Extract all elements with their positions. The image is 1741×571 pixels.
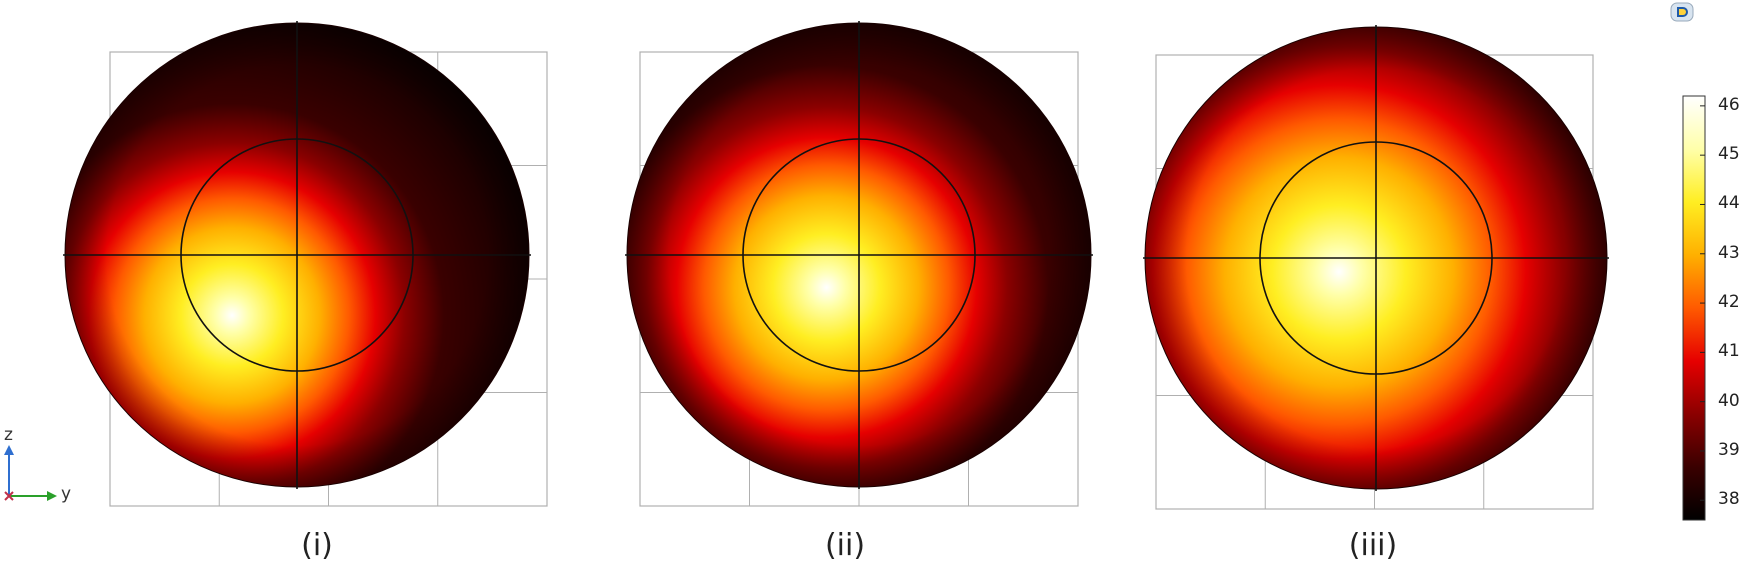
- colorbar-tick-label: 42: [1718, 292, 1740, 313]
- panel-label-iii: (iii): [1348, 528, 1398, 563]
- colorbar-tick-label: 41: [1718, 341, 1740, 362]
- colorbar: [1682, 95, 1706, 521]
- heatmap-panel-2: [625, 21, 1093, 507]
- colorbar-tick-label: 38: [1718, 489, 1740, 510]
- y-axis-label: y: [61, 484, 72, 504]
- colorbar-tick-label: 39: [1718, 439, 1740, 460]
- colorbar-tick-label: 46: [1718, 94, 1740, 115]
- y-axis-arrowhead: [47, 491, 57, 501]
- panel-label-i: (i): [301, 528, 333, 563]
- x-axis-marker: [4, 491, 14, 501]
- colorbar-tick-label: 43: [1718, 242, 1740, 263]
- colorbar-tick-label: 45: [1718, 144, 1740, 165]
- heatmap-panel-1: [63, 21, 548, 507]
- panel-label-ii: (ii): [824, 528, 866, 563]
- z-axis-arrowhead: [4, 445, 14, 455]
- colorbar-tick-label: 44: [1718, 193, 1740, 214]
- heatmap-panel-3: [1143, 25, 1609, 510]
- z-axis-label: z: [4, 425, 13, 445]
- colorbar-tick-label: 40: [1718, 390, 1740, 411]
- colorbar-settings-icon[interactable]: [1670, 2, 1694, 22]
